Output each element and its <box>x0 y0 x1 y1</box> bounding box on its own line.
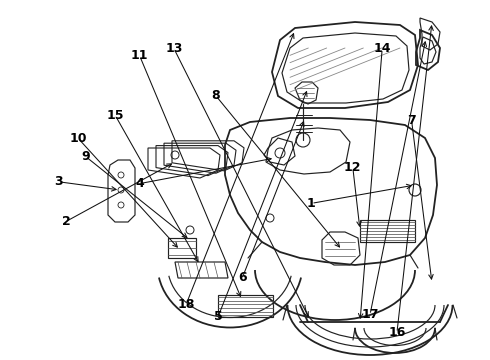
Text: 6: 6 <box>238 271 247 284</box>
Text: 10: 10 <box>70 132 87 145</box>
Text: 16: 16 <box>388 327 406 339</box>
Text: 4: 4 <box>135 177 144 190</box>
Text: 9: 9 <box>81 150 90 163</box>
Text: 13: 13 <box>165 42 183 55</box>
Text: 17: 17 <box>361 309 379 321</box>
Text: 11: 11 <box>131 49 148 62</box>
Text: 5: 5 <box>214 310 222 323</box>
Text: 3: 3 <box>54 175 63 188</box>
Text: 14: 14 <box>373 42 391 55</box>
Text: 7: 7 <box>407 114 416 127</box>
Text: 8: 8 <box>211 89 220 102</box>
Text: 1: 1 <box>307 197 316 210</box>
Text: 12: 12 <box>344 161 362 174</box>
Text: 2: 2 <box>62 215 71 228</box>
Text: 15: 15 <box>106 109 124 122</box>
Text: 18: 18 <box>177 298 195 311</box>
